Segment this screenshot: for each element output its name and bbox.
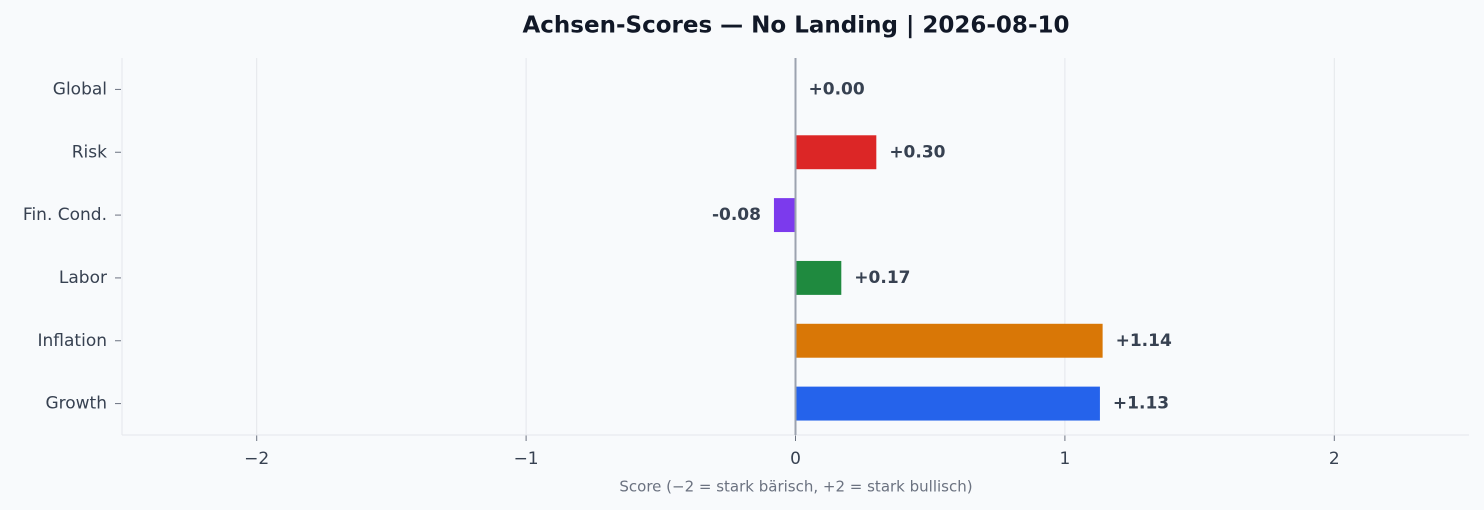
value-label: +0.17 [854,268,910,288]
x-tick-label: 1 [1059,449,1070,469]
value-label: -0.08 [712,205,761,225]
y-tick-label: Labor [59,268,107,288]
x-tick-label: −1 [514,449,539,469]
bar [795,260,842,295]
x-tick-label: 0 [790,449,801,469]
bar [795,323,1103,358]
value-label: +1.13 [1113,394,1169,414]
y-tick-label: Risk [72,142,107,162]
value-label: +0.00 [809,79,865,99]
y-tick-label: Inflation [38,331,107,351]
value-label: +1.14 [1116,331,1172,351]
x-tick-label: 2 [1329,449,1340,469]
x-axis-label: Score (−2 = stark bärisch, +2 = stark bu… [619,478,972,496]
bar [795,135,877,170]
value-label: +0.30 [889,142,945,162]
y-tick-label: Global [53,79,107,99]
x-tick-label: −2 [244,449,269,469]
bar [795,386,1100,421]
y-tick-label: Growth [45,394,107,414]
y-tick-label: Fin. Cond. [23,205,107,225]
chart-title: Achsen-Scores — No Landing | 2026-08-10 [523,13,1070,39]
bar [773,198,796,233]
